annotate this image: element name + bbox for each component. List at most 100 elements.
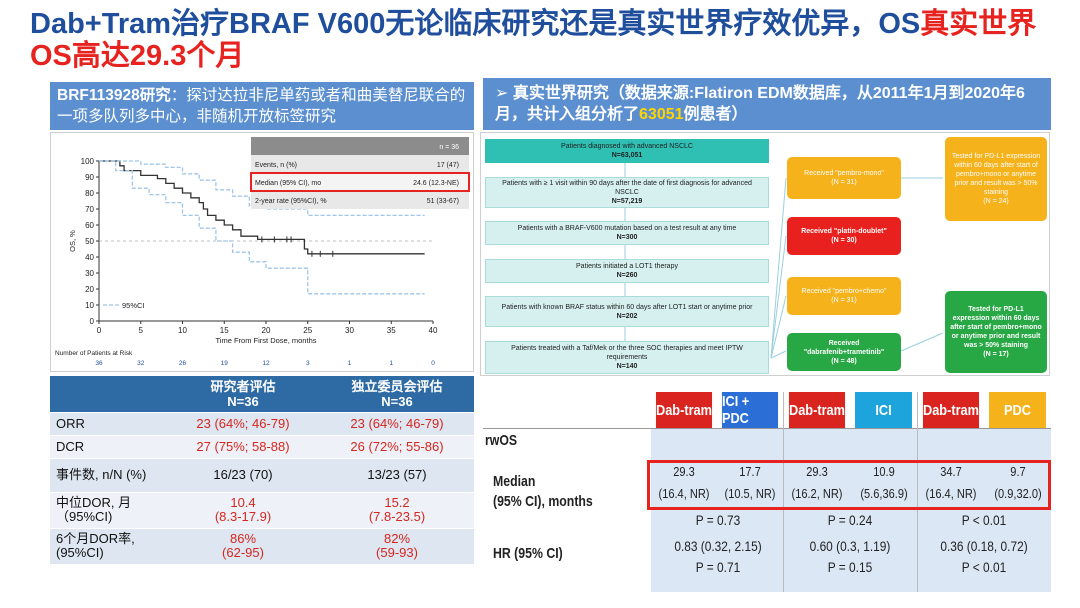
x-tick-label: 5 [139,326,144,335]
inset-row-bg [251,191,469,209]
table-row: ORR 23 (64%; 46-79) 23 (64%; 46-79) [50,412,474,436]
table-header-irc: 独立委员会评估 N=36 [320,376,474,413]
inset-row-value: 24.6 (12.3-NE) [413,180,459,187]
inset-row-value: 51 (33-67) [427,198,459,205]
header-dab-tram-3: Dab-tram [922,392,980,428]
rwos-table-bg [651,428,1051,592]
median-label: Median (95% CI), months [493,473,593,510]
flow-step-1: Patients diagnosed with advanced NSCLC N=… [485,139,769,163]
study-name: BRF113928研究 [57,87,171,104]
y-tick-label: 90 [85,173,94,182]
inset-highlight [250,172,470,192]
row-label: ORR [50,412,166,436]
inset-row-value: 17 (47) [437,162,459,169]
risk-count: 36 [95,360,103,367]
row-label: DCR [50,435,166,459]
cell-investigator: 86% (62-95) [166,528,320,565]
y-tick-label: 80 [85,189,94,198]
risk-count: 12 [262,360,270,367]
y-tick-label: 60 [85,221,94,230]
flow-connectors [624,163,944,359]
arrow-icon: ➢ [495,85,509,102]
p-logrank: P = 0.24 [827,512,873,528]
study-description: ：探讨达拉非尼单药或者和曲美替尼联合的一项多队列多中心，非随机开放标签研究 [57,87,466,125]
ci-lower-curve [99,160,425,295]
hr-value: 0.36 (0.18, 0.72) [940,538,1028,554]
p-hr: P = 0.71 [695,559,741,575]
x-tick-label: 20 [262,326,271,335]
rwos-label: rwOS [485,432,518,449]
ci-value: (10.5, NR) [724,486,776,501]
risk-count: 3 [306,360,310,367]
arm-pembro-chemo: Received "pembro+chemo" (N = 31) [787,277,901,315]
risk-count: 0 [431,360,435,367]
table-row: DCR 27 (75%; 58-88) 26 (72%; 55-86) [50,435,474,459]
risk-count: 1 [389,360,393,367]
ci-value: (5.6,36.9) [860,486,908,501]
median-value: 9.7 [1010,464,1026,479]
arm-dabrafenib-trametinib: Received "dabrafenib+trametinib" (N = 48) [787,333,901,371]
risk-count: 26 [179,360,187,367]
legend-label: 95%CI [122,301,145,310]
ci-value: (0.9,32.0) [994,486,1042,501]
efficacy-table: 研究者评估 N=36 独立委员会评估 N=36 ORR 23 (64%; 46-… [50,376,474,565]
y-tick-label: 30 [85,269,94,278]
y-tick-label: 40 [85,253,94,262]
y-tick-label: 10 [85,301,94,310]
arm-platin-doublet: Received "platin-doublet" (N = 30) [787,217,901,255]
highlight-rect [647,460,1051,510]
realworld-desc: 真实世界研究（数据来源:Flatiron EDM数据库，从2011年1月到202… [495,85,1025,123]
flow-step-4: Patients initiated a LOT1 therapy N=260 [485,259,769,283]
table-header-empty [50,376,166,413]
inset-row-bg [251,155,469,173]
x-tick-label: 25 [303,326,312,335]
median-value: 29.3 [673,464,695,479]
inset-header-bg [251,137,469,155]
ci-value: (16.4, NR) [658,486,710,501]
x-tick-label: 40 [429,326,438,335]
table-header-row: 研究者评估 N=36 独立委员会评估 N=36 [50,376,474,413]
x-tick-label: 30 [345,326,354,335]
x-tick-label: 15 [220,326,229,335]
cell-irc: 26 (72%; 55-86) [320,435,474,459]
header-dab-tram-1: Dab-tram [655,392,713,428]
inset-row-label: Events, n (%) [255,162,297,169]
cell-investigator: 27 (75%; 58-88) [166,435,320,459]
pdl1-note-bottom: Tested for PD-L1 expression within 60 da… [945,291,1047,373]
median-value: 17.7 [739,464,761,479]
hr-value: 0.60 (0.3, 1.19) [809,538,891,554]
x-tick-label: 35 [387,326,396,335]
p-hr: P < 0.01 [961,559,1007,575]
header-pdc: PDC [989,392,1046,428]
pdl1-note-top: Tested for PD-L1 expression within 60 da… [945,137,1047,221]
hr-value: 0.83 (0.32, 2.15) [674,538,762,554]
ci-value: (16.4, NR) [925,486,977,501]
cell-investigator: 16/23 (70) [166,458,320,493]
y-axis-label: OS, % [68,230,77,252]
realworld-header: ➢ 真实世界研究（数据来源:Flatiron EDM数据库，从2011年1月到2… [483,78,1051,130]
flow-step-5: Patients with known BRAF status within 6… [485,296,769,327]
arm-pembro-mono: Received "pembro-mono" (N = 31) [787,157,901,199]
p-logrank: P < 0.01 [961,512,1007,528]
p-logrank: P = 0.73 [695,512,741,528]
header-ici: ICI [855,392,912,428]
y-tick-label: 100 [81,157,95,166]
p-hr: P = 0.15 [827,559,873,575]
page-title: Dab+Tram治疗BRAF V600无论临床研究还是真实世界疗效优异，OS真实… [30,8,1037,72]
inset-row-label: 2-year rate (95%CI), % [255,198,327,205]
y-tick-label: 70 [85,205,94,214]
x-tick-label: 0 [97,326,102,335]
km-curve [99,160,425,255]
risk-count: 32 [137,360,145,367]
flow-step-6: Patients treated with a Taf/Mek or the t… [485,341,769,374]
row-label: 6个月DOR率, (95%CI) [50,528,166,565]
row-label: 事件数, n/N (%) [50,458,166,493]
header-ici-pdc: ICI + PDC [721,392,779,428]
cell-investigator: 10.4 (8.3-17.9) [166,492,320,529]
y-tick-label: 0 [90,317,95,326]
y-tick-label: 50 [85,237,94,246]
inset-row-label: Median (95% CI), mo [255,180,321,187]
rwos-table: Dab-tram ICI + PDC Dab-tram ICI Dab-tram… [483,392,1051,592]
study-header: BRF113928研究：探讨达拉非尼单药或者和曲美替尼联合的一项多队列多中心，非… [50,82,474,130]
cell-irc: 15.2 (7.8-23.5) [320,492,474,529]
